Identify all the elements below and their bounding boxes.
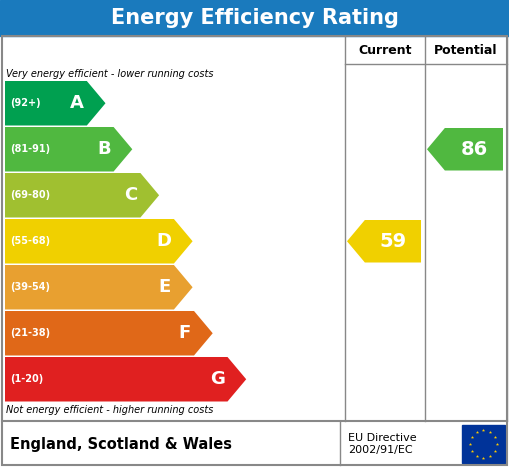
Text: Potential: Potential — [434, 43, 498, 57]
Polygon shape — [347, 220, 421, 262]
Text: (21-38): (21-38) — [10, 328, 50, 338]
Text: 2002/91/EC: 2002/91/EC — [348, 445, 413, 455]
Text: (92+): (92+) — [10, 98, 41, 108]
Polygon shape — [5, 81, 105, 126]
Text: G: G — [210, 370, 224, 388]
Text: (81-91): (81-91) — [10, 144, 50, 154]
Bar — [0, 0, 509, 36]
Text: 86: 86 — [460, 140, 488, 159]
Text: (55-68): (55-68) — [10, 236, 50, 246]
Text: Current: Current — [358, 43, 412, 57]
Text: C: C — [124, 186, 137, 204]
Text: A: A — [70, 94, 84, 112]
Polygon shape — [5, 127, 132, 171]
Text: (1-20): (1-20) — [10, 374, 43, 384]
Polygon shape — [5, 173, 159, 218]
Text: E: E — [159, 278, 171, 296]
Text: Energy Efficiency Rating: Energy Efficiency Rating — [110, 8, 399, 28]
Text: Not energy efficient - higher running costs: Not energy efficient - higher running co… — [6, 405, 213, 415]
Polygon shape — [5, 311, 213, 355]
Text: B: B — [97, 140, 110, 158]
Text: (69-80): (69-80) — [10, 190, 50, 200]
Text: EU Directive: EU Directive — [348, 433, 417, 443]
Text: Very energy efficient - lower running costs: Very energy efficient - lower running co… — [6, 69, 213, 79]
Text: D: D — [156, 232, 171, 250]
Text: 59: 59 — [379, 232, 407, 251]
Text: England, Scotland & Wales: England, Scotland & Wales — [10, 437, 232, 452]
Text: (39-54): (39-54) — [10, 282, 50, 292]
Text: F: F — [179, 324, 191, 342]
Polygon shape — [427, 128, 503, 170]
Polygon shape — [5, 357, 246, 402]
Polygon shape — [5, 219, 192, 263]
Polygon shape — [5, 265, 192, 310]
Bar — [462, 425, 505, 463]
